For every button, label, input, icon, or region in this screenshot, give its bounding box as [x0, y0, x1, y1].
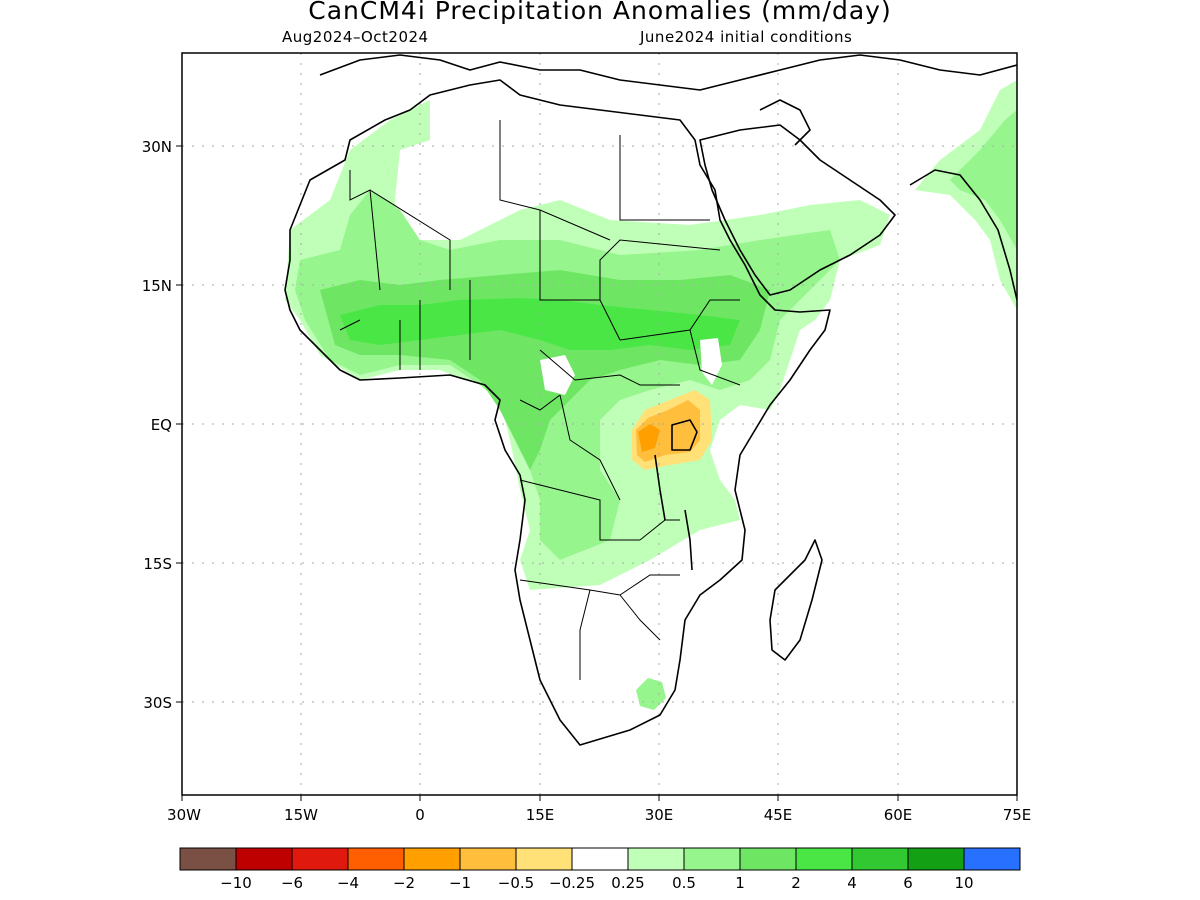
colorbar-label: 6: [903, 874, 913, 892]
colorbar-swatch: [459, 847, 517, 871]
lat-label: 30N: [142, 138, 172, 156]
colorbar-swatch: [907, 847, 965, 871]
forecast-period: Aug2024–Oct2024: [282, 28, 429, 46]
lon-label: 30E: [645, 806, 674, 824]
lon-label: 75E: [1003, 806, 1032, 824]
colorbar-swatch: [739, 847, 797, 871]
anomaly-green-india: [950, 110, 1017, 250]
colorbar-swatch: [515, 847, 573, 871]
colorbar-label: 1: [735, 874, 745, 892]
lake-malawi: [684, 509, 693, 571]
colorbar-swatch: [179, 847, 237, 871]
anomaly-green-south: [636, 678, 666, 710]
africa-coastline: [284, 79, 831, 746]
initial-conditions: June2024 initial conditions: [640, 28, 853, 46]
colorbar-label: −0.5: [498, 874, 534, 892]
colorbar-label: −0.25: [549, 874, 595, 892]
lat-label: 15N: [142, 277, 172, 295]
gridlines: [182, 53, 1017, 795]
lat-label: 30S: [143, 694, 172, 712]
anomaly-neutral-gap: [540, 355, 575, 395]
colorbar-label: 0.25: [611, 874, 644, 892]
latitude-labels: 30N 15N EQ 15S 30S: [142, 138, 172, 712]
map-title: CanCM4i Precipitation Anomalies (mm/day): [308, 0, 892, 25]
colorbar-labels: −10 −6 −4 −2 −1 −0.5 −0.25 0.25 0.5 1 2 4 6 10: [220, 874, 973, 892]
lat-label: 15S: [143, 555, 172, 573]
colorbar-swatch: [235, 847, 293, 871]
tick-marks: [176, 145, 1018, 801]
coastlines: [284, 54, 1017, 746]
lake-victoria: [671, 419, 698, 451]
colorbar-swatch: [963, 847, 1021, 871]
colorbar-label: −10: [220, 874, 252, 892]
colorbar-swatch: [571, 847, 629, 871]
lon-label: 60E: [884, 806, 913, 824]
country-borders: [339, 120, 741, 680]
colorbar-swatch: [627, 847, 685, 871]
colorbar-swatch: [851, 847, 909, 871]
colorbar-label: 0.5: [672, 874, 696, 892]
colorbar-swatch: [683, 847, 741, 871]
lon-label: 15W: [284, 806, 318, 824]
colorbar-swatch: [347, 847, 405, 871]
lon-label: 30W: [167, 806, 201, 824]
anomaly-shading: [285, 80, 1017, 710]
colorbar-label: 10: [954, 874, 973, 892]
colorbar-label: −1: [449, 874, 471, 892]
lake-tanganyika: [654, 454, 666, 521]
colorbar-label: 4: [847, 874, 857, 892]
india-coastline: [909, 169, 1017, 301]
colorbar-label: −2: [393, 874, 415, 892]
lat-label: EQ: [151, 416, 172, 434]
colorbar: [179, 847, 1021, 871]
anomaly-neutral-ethiopia: [700, 338, 722, 385]
colorbar-swatch: [795, 847, 853, 871]
longitude-labels: 30W 15W 0 15E 30E 45E 60E 75E: [167, 806, 1031, 824]
colorbar-swatch: [403, 847, 461, 871]
lon-label: 0: [415, 806, 425, 824]
madagascar-coastline: [769, 539, 823, 661]
lon-label: 15E: [526, 806, 555, 824]
colorbar-label: −4: [337, 874, 359, 892]
lon-label: 45E: [764, 806, 793, 824]
map-content: [182, 53, 1017, 795]
colorbar-swatch: [291, 847, 349, 871]
caspian-region: [759, 99, 811, 146]
mediterranean-europe: [319, 54, 1017, 91]
anomaly-orange: [638, 424, 660, 452]
colorbar-label: −6: [281, 874, 303, 892]
colorbar-label: 2: [791, 874, 801, 892]
